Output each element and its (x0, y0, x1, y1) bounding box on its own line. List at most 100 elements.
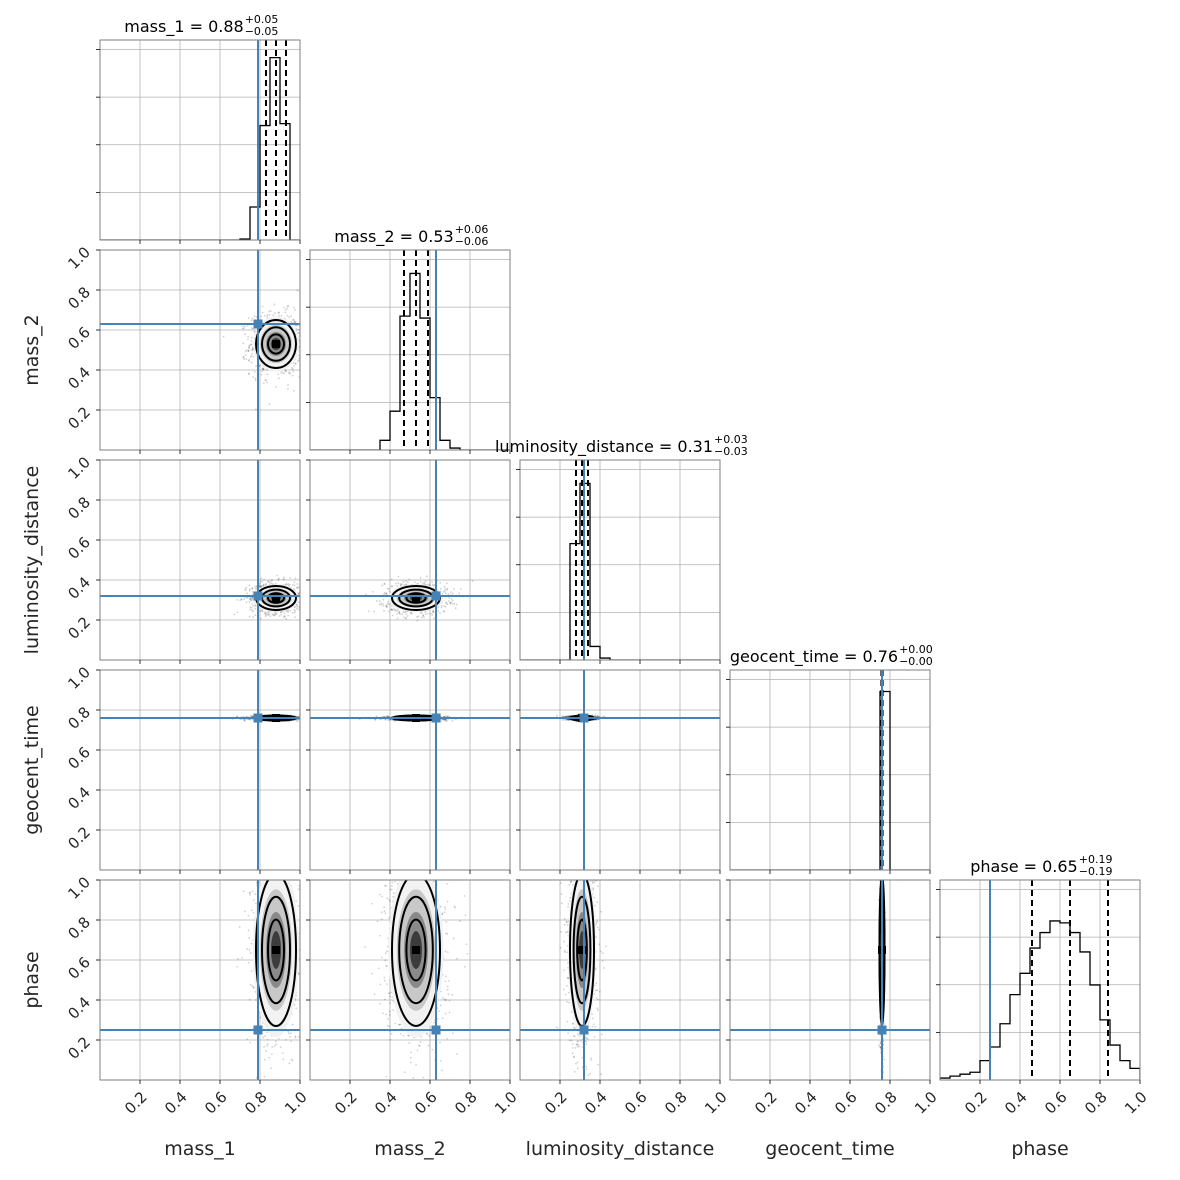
sample-point (282, 578, 285, 581)
sample-point (448, 715, 451, 718)
sample-point (390, 585, 393, 588)
sample-point (306, 717, 308, 719)
sample-point (385, 606, 388, 608)
sample-point (300, 718, 302, 720)
sample-point (242, 342, 245, 345)
sample-point (269, 310, 272, 312)
sample-point (288, 316, 291, 319)
sample-point (291, 374, 294, 377)
sample-point (446, 603, 449, 606)
sample-point (269, 615, 272, 618)
sample-point (449, 602, 452, 605)
sample-point (446, 715, 449, 718)
sample-point (314, 345, 316, 347)
sample-point (287, 304, 290, 307)
sample-point (305, 341, 307, 343)
sample-point (248, 372, 250, 375)
sample-point (248, 345, 251, 347)
sample-point (263, 314, 266, 317)
sample-point (396, 613, 398, 616)
sample-point (367, 610, 370, 613)
sample-point (304, 351, 306, 353)
sample-point (304, 599, 306, 601)
sample-point (373, 610, 376, 613)
sample-point (254, 605, 257, 607)
sample-point (244, 719, 246, 722)
sample-point (375, 715, 378, 718)
sample-point (437, 605, 440, 608)
sample-point (402, 616, 405, 619)
sample-point (260, 315, 263, 318)
sample-point (289, 373, 291, 375)
panel-contents (310, 250, 510, 450)
sample-point (247, 349, 250, 352)
sample-point (254, 607, 257, 610)
truth-marker (431, 591, 441, 601)
sample-point (378, 600, 381, 602)
sample-point (272, 314, 275, 317)
sample-point (275, 612, 278, 615)
sample-point (432, 617, 435, 620)
sample-point (248, 615, 251, 618)
panel-contents (100, 670, 308, 870)
sample-point (286, 583, 289, 586)
sample-point (242, 356, 245, 359)
sample-point (471, 580, 474, 582)
sample-point (293, 608, 296, 611)
sample-point (262, 368, 265, 371)
sample-point (259, 610, 262, 612)
sample-point (242, 356, 245, 358)
sample-point (284, 309, 287, 311)
sample-point (252, 604, 255, 607)
sample-point (247, 359, 250, 362)
sample-point (282, 576, 285, 579)
panel-mass_1-geocent_time: 0.20.40.60.81.0 (64, 663, 308, 874)
sample-point (249, 599, 252, 601)
sample-point (254, 379, 257, 382)
sample-point (295, 587, 298, 589)
sample-point (264, 611, 267, 614)
sample-point (294, 363, 297, 365)
contour-2 (267, 592, 285, 604)
sample-point (283, 612, 286, 615)
sample-point (294, 577, 297, 580)
sample-point (406, 615, 409, 617)
sample-point (247, 335, 250, 338)
sample-point (266, 373, 269, 376)
sample-point (261, 367, 264, 370)
sample-point (285, 583, 287, 585)
sample-point (301, 598, 303, 600)
sample-point (303, 718, 305, 720)
sample-point (250, 715, 253, 718)
sample-point (279, 611, 282, 614)
sample-point (451, 719, 454, 722)
sample-point (447, 593, 450, 596)
sample-point (451, 603, 454, 605)
sample-point (267, 610, 270, 613)
sample-point (292, 319, 295, 322)
sample-point (305, 607, 307, 609)
sample-point (301, 591, 303, 593)
sample-point (267, 580, 270, 582)
sample-point (240, 598, 243, 601)
sample-point (410, 612, 413, 615)
sample-point (296, 331, 299, 334)
panel-luminosity_distance-luminosity_distance (516, 459, 721, 664)
sample-point (442, 610, 445, 612)
panel-contents (100, 460, 307, 660)
sample-point (404, 610, 407, 613)
sample-point (277, 577, 280, 580)
sample-point (439, 612, 441, 615)
y-tick-label: 0.6 (64, 533, 94, 563)
sample-point (431, 581, 433, 583)
sample-point (254, 614, 257, 617)
sample-point (271, 613, 274, 615)
sample-point (385, 592, 388, 595)
panel-contents (520, 670, 720, 870)
sample-point (249, 718, 252, 721)
sample-point (365, 593, 367, 596)
sample-point (250, 343, 253, 346)
sample-point (285, 610, 288, 613)
sample-point (313, 346, 315, 348)
panel-luminosity_distance-geocent_time (516, 669, 721, 874)
